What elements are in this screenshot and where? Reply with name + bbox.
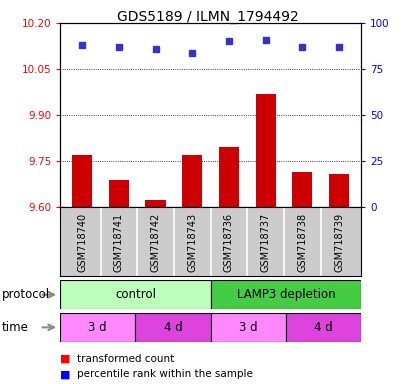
Text: GSM718736: GSM718736 — [224, 213, 234, 272]
Text: 3 d: 3 d — [239, 321, 258, 334]
Text: GSM718743: GSM718743 — [187, 213, 197, 272]
Text: 3 d: 3 d — [88, 321, 107, 334]
Text: GSM718742: GSM718742 — [151, 213, 161, 272]
Text: percentile rank within the sample: percentile rank within the sample — [77, 369, 253, 379]
Bar — [60, 280, 211, 309]
Bar — [109, 180, 129, 207]
Bar — [146, 200, 166, 207]
Text: GSM718738: GSM718738 — [297, 213, 308, 272]
Text: 4 d: 4 d — [164, 321, 182, 334]
Bar — [219, 147, 239, 207]
Text: transformed count: transformed count — [77, 354, 174, 364]
Text: control: control — [115, 288, 156, 301]
Bar — [292, 172, 312, 207]
Bar — [60, 313, 135, 342]
Text: GSM718739: GSM718739 — [334, 213, 344, 272]
Bar — [182, 155, 203, 207]
Text: GSM718737: GSM718737 — [261, 213, 271, 272]
Bar — [211, 280, 361, 309]
Bar — [72, 155, 92, 207]
Text: LAMP3 depletion: LAMP3 depletion — [237, 288, 335, 301]
Bar — [211, 313, 286, 342]
Text: GDS5189 / ILMN_1794492: GDS5189 / ILMN_1794492 — [117, 10, 298, 23]
Text: ■: ■ — [60, 369, 71, 379]
Text: GSM718741: GSM718741 — [114, 213, 124, 272]
Text: 4 d: 4 d — [314, 321, 333, 334]
Bar — [256, 94, 276, 207]
Text: GSM718740: GSM718740 — [77, 213, 87, 272]
Bar — [329, 174, 349, 207]
Text: ■: ■ — [60, 354, 71, 364]
Bar — [135, 313, 210, 342]
Text: protocol: protocol — [2, 288, 50, 301]
Bar — [286, 313, 361, 342]
Text: time: time — [2, 321, 29, 334]
